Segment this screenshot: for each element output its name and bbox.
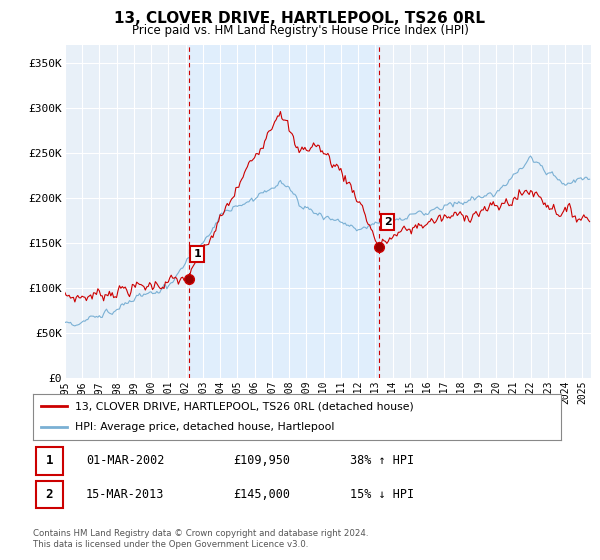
Text: 2: 2 — [384, 217, 391, 227]
Text: 15% ↓ HPI: 15% ↓ HPI — [350, 488, 414, 501]
Text: 15-MAR-2013: 15-MAR-2013 — [86, 488, 164, 501]
Text: 01-MAR-2002: 01-MAR-2002 — [86, 454, 164, 468]
FancyBboxPatch shape — [35, 481, 63, 508]
Text: 1: 1 — [193, 249, 201, 259]
Text: 2: 2 — [46, 488, 53, 501]
Text: 1: 1 — [46, 454, 53, 468]
Text: Price paid vs. HM Land Registry's House Price Index (HPI): Price paid vs. HM Land Registry's House … — [131, 24, 469, 36]
Text: 13, CLOVER DRIVE, HARTLEPOOL, TS26 0RL: 13, CLOVER DRIVE, HARTLEPOOL, TS26 0RL — [115, 11, 485, 26]
Text: £109,950: £109,950 — [233, 454, 290, 468]
Text: £145,000: £145,000 — [233, 488, 290, 501]
Text: 38% ↑ HPI: 38% ↑ HPI — [350, 454, 414, 468]
Bar — [188, 45, 379, 378]
Text: HPI: Average price, detached house, Hartlepool: HPI: Average price, detached house, Hart… — [75, 422, 335, 432]
Text: 13, CLOVER DRIVE, HARTLEPOOL, TS26 0RL (detached house): 13, CLOVER DRIVE, HARTLEPOOL, TS26 0RL (… — [75, 401, 414, 411]
Text: Contains HM Land Registry data © Crown copyright and database right 2024.
This d: Contains HM Land Registry data © Crown c… — [33, 529, 368, 549]
FancyBboxPatch shape — [35, 447, 63, 474]
